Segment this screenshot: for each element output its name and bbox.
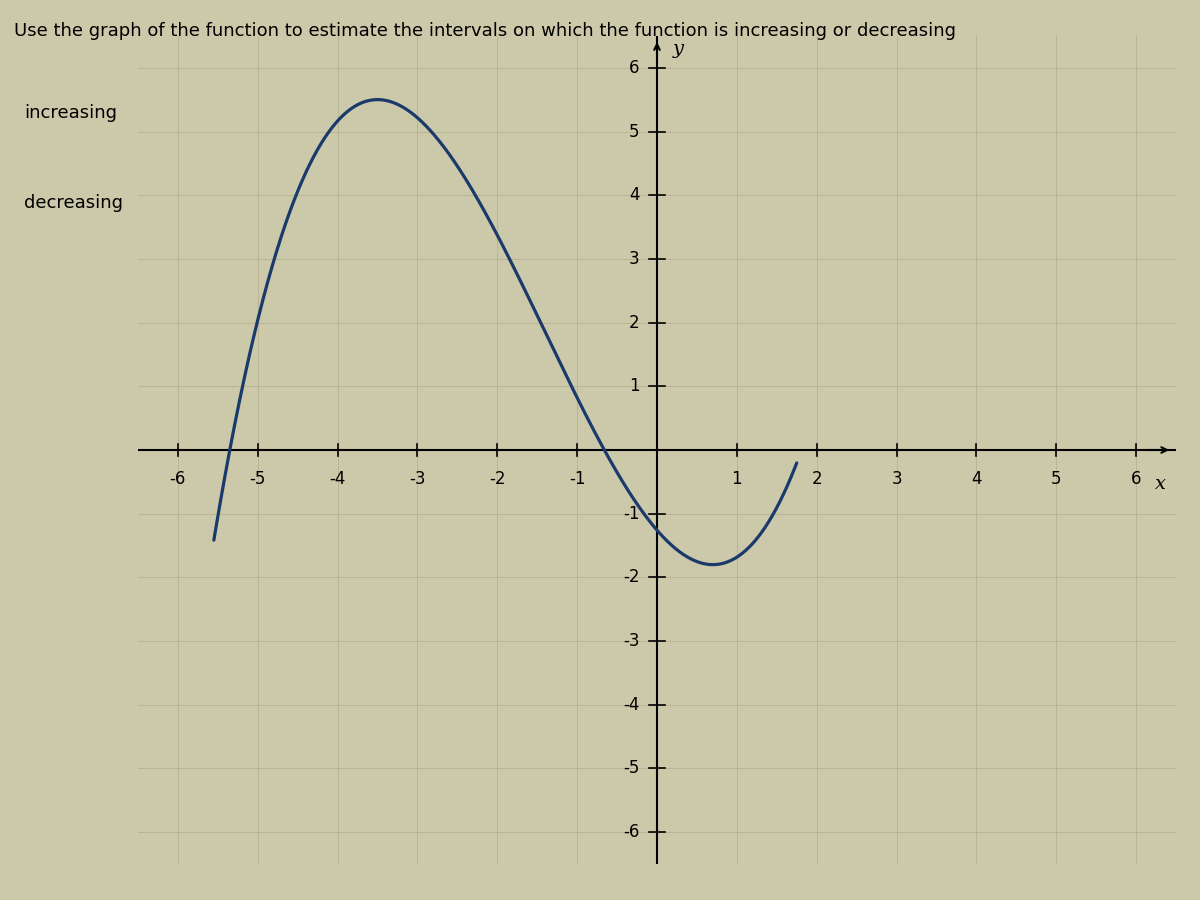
- Text: 1: 1: [629, 377, 640, 395]
- Text: -2: -2: [490, 471, 505, 489]
- Text: 5: 5: [629, 122, 640, 140]
- Text: -4: -4: [623, 696, 640, 714]
- Text: y: y: [673, 40, 684, 58]
- Text: -5: -5: [623, 760, 640, 778]
- Text: -6: -6: [169, 471, 186, 489]
- Text: -1: -1: [569, 471, 586, 489]
- Text: 3: 3: [629, 250, 640, 268]
- Text: 3: 3: [892, 471, 902, 489]
- Text: -2: -2: [623, 569, 640, 587]
- Text: -6: -6: [623, 824, 640, 842]
- Text: 5: 5: [1051, 471, 1062, 489]
- Text: 4: 4: [971, 471, 982, 489]
- Text: -1: -1: [623, 505, 640, 523]
- Text: -4: -4: [330, 471, 346, 489]
- Text: -5: -5: [250, 471, 266, 489]
- Text: decreasing: decreasing: [24, 194, 124, 212]
- Text: x: x: [1154, 475, 1165, 493]
- Text: 2: 2: [811, 471, 822, 489]
- Text: increasing: increasing: [24, 104, 118, 122]
- Text: Use the graph of the function to estimate the intervals on which the function is: Use the graph of the function to estimat…: [14, 22, 956, 40]
- Text: 1: 1: [732, 471, 742, 489]
- Text: -3: -3: [623, 632, 640, 650]
- Text: 6: 6: [1130, 471, 1141, 489]
- Text: -3: -3: [409, 471, 426, 489]
- Text: 2: 2: [629, 313, 640, 331]
- Text: 6: 6: [629, 58, 640, 76]
- Text: 4: 4: [629, 186, 640, 204]
